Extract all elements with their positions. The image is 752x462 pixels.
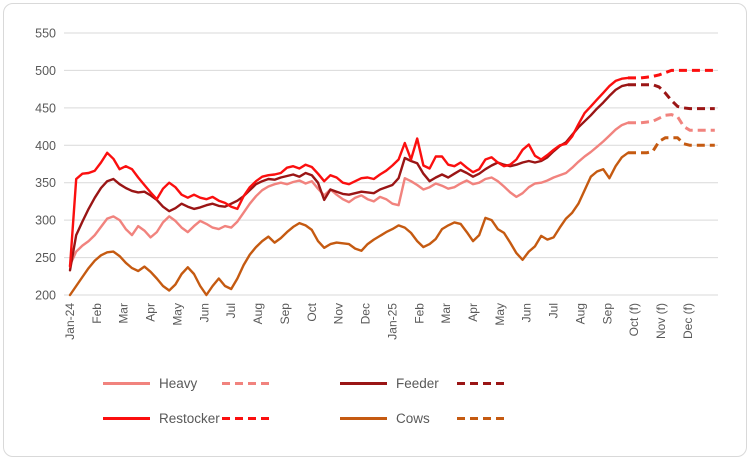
legend-swatch-feeder-forecast-dashed[interactable]	[457, 382, 504, 385]
x-axis-tick-label: Jul	[224, 303, 238, 318]
legend-swatch-cows-forecast-dashed[interactable]	[457, 417, 504, 420]
x-axis-tick-label: Jan-25	[385, 303, 399, 340]
legend-item-feeder[interactable]: Feeder	[340, 375, 439, 391]
series-line-feeder	[68, 83, 630, 272]
x-axis-tick-label: Aug	[251, 303, 265, 324]
x-axis-tick-label: Feb	[90, 303, 104, 324]
legend-swatch-cows-solid	[340, 416, 387, 420]
x-axis-tick-label: Oct	[305, 302, 319, 321]
legend-item-heavy[interactable]: Heavy	[103, 375, 197, 391]
series-forecast-line-feeder	[628, 83, 715, 111]
x-axis-tick-label: Oct (f)	[627, 303, 641, 336]
y-axis-tick-label: 200	[35, 289, 56, 303]
x-axis-tick-label: Feb	[412, 303, 426, 324]
legend-swatch-restocker-forecast-dashed[interactable]	[222, 417, 269, 420]
x-axis-tick-label: May	[493, 303, 507, 326]
x-axis-tick-label: Sep	[278, 303, 292, 325]
x-axis-tick-label: Mar	[117, 303, 131, 324]
series-line-heavy	[68, 121, 630, 267]
x-axis-tick-label: Dec	[359, 303, 373, 324]
series-forecast-line-heavy	[628, 113, 715, 132]
y-axis-tick-label: 350	[35, 176, 56, 190]
legend-label-restocker: Restocker	[159, 410, 220, 426]
x-axis-tick-label: Dec (f)	[681, 303, 695, 339]
x-axis-tick-label: Apr	[466, 303, 480, 322]
x-axis-tick-label: Jan-24	[63, 303, 77, 340]
x-axis-tick-label: Nov (f)	[654, 303, 668, 339]
x-axis-tick-label: Jun	[197, 303, 211, 322]
legend-label-feeder: Feeder	[396, 375, 439, 391]
x-axis-tick-label: Apr	[144, 303, 158, 322]
legend-item-restocker[interactable]: Restocker	[103, 410, 220, 426]
y-axis-tick-label: 400	[35, 139, 56, 153]
legend-item-cows[interactable]: Cows	[340, 410, 430, 426]
legend-swatch-restocker-solid	[103, 416, 150, 420]
legend-swatch-heavy-solid	[103, 381, 150, 385]
legend-swatch-feeder-solid	[340, 381, 387, 385]
x-axis-tick-label: Mar	[439, 303, 453, 324]
y-axis-tick-label: 250	[35, 251, 56, 265]
x-axis-tick-label: Sep	[600, 303, 614, 325]
x-axis-tick-label: Jun	[520, 303, 534, 322]
series-forecast-line-cows	[628, 136, 715, 155]
x-axis-tick-label: Aug	[573, 303, 587, 324]
legend-swatch-heavy-forecast-dashed[interactable]	[222, 382, 269, 385]
x-axis-tick-label: Nov	[332, 303, 346, 324]
y-axis-tick-label: 550	[35, 27, 56, 41]
y-axis-tick-label: 300	[35, 214, 56, 228]
x-axis-tick-label: May	[170, 303, 184, 326]
series-forecast-line-restocker	[628, 68, 715, 80]
y-axis-tick-label: 450	[35, 101, 56, 115]
series-line-restocker	[68, 76, 630, 268]
x-axis-tick-label: Jul	[547, 303, 561, 318]
legend-label-heavy: Heavy	[159, 375, 198, 391]
y-axis-tick-label: 500	[35, 64, 56, 78]
legend-label-cows: Cows	[396, 410, 430, 426]
series-line-cows	[68, 151, 630, 297]
